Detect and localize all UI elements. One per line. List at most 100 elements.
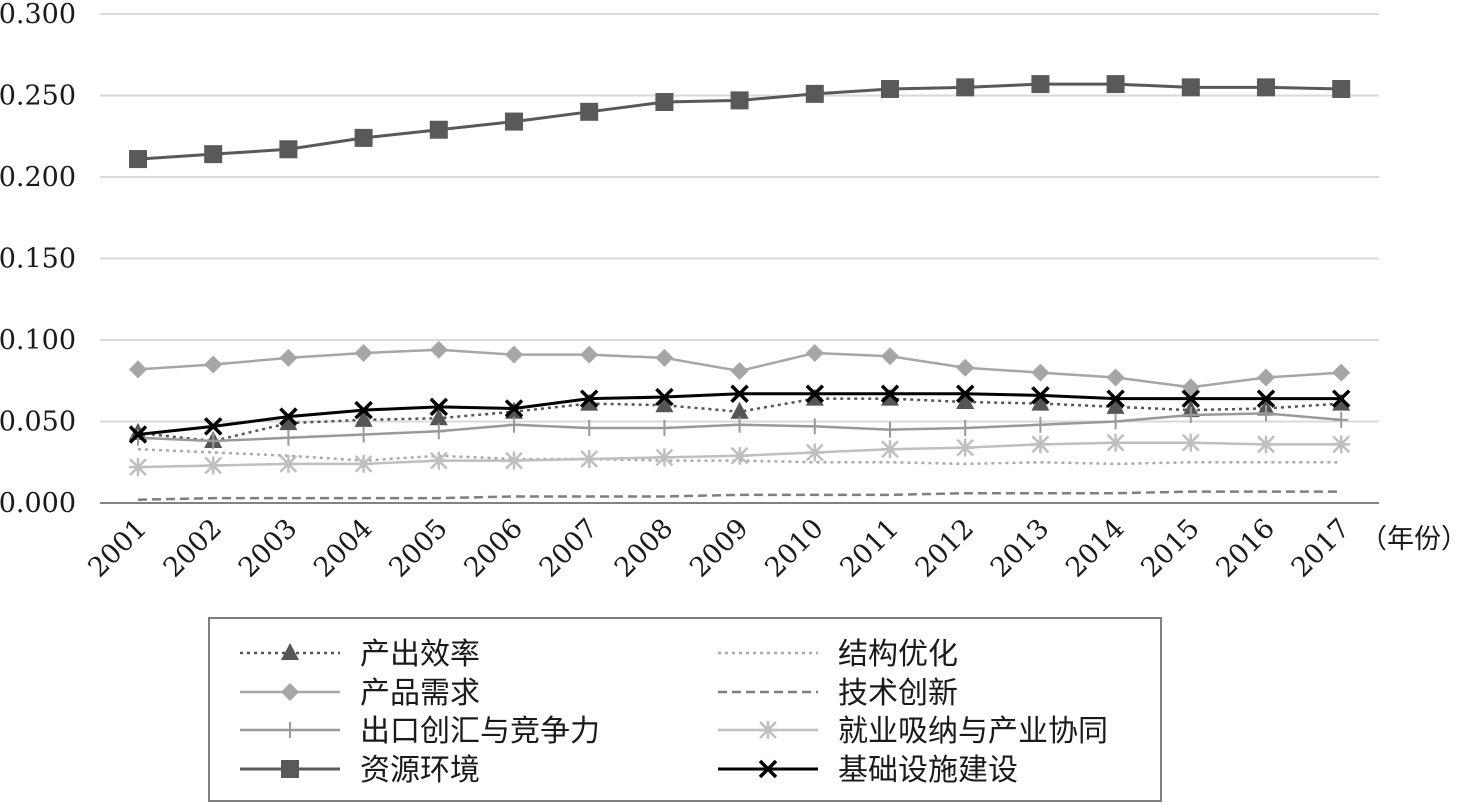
data-point [354,454,373,473]
data-point [1106,368,1125,387]
data-point [354,344,373,363]
data-point [881,440,899,459]
series-layer [128,75,1351,501]
x-tick-label: 2010 [759,513,830,584]
data-point [429,340,448,359]
data-point [1031,386,1050,405]
series-group [137,490,1342,501]
y-tick-label: 0.100 [0,325,76,356]
legend-label: 出口创汇与竞争力 [360,714,600,749]
y-tick-label: 0.250 [0,81,76,112]
data-point [657,420,672,437]
data-point [883,421,897,438]
series-line [137,490,1342,501]
data-point [730,384,749,404]
data-point [580,345,599,364]
data-point [128,425,148,444]
series-group [131,405,1349,450]
data-point [1181,433,1200,452]
y-tick-label: 0.300 [0,0,76,30]
data-point [279,140,298,159]
series-group [129,433,1351,477]
x-tick-label: 2017 [1286,513,1357,584]
data-point [354,400,373,420]
data-point [730,361,749,380]
data-point [504,399,524,418]
legend-item: 结构优化 [718,637,958,672]
x-tick-label: 2005 [383,513,454,584]
legend-label: 产出效率 [360,637,480,672]
data-point [655,387,674,407]
data-point [1257,435,1275,454]
data-point [129,150,147,169]
data-point [1106,433,1125,452]
data-point [505,451,523,470]
legend-marker [281,683,299,701]
data-point [1106,75,1125,94]
x-tick-label: 2016 [1210,513,1281,584]
data-point [958,420,973,437]
data-point [279,407,298,426]
data-point [730,401,749,419]
data-point [955,384,975,404]
data-point [1031,75,1050,94]
data-point [206,433,221,450]
legend-label: 资源环境 [360,753,480,788]
data-point [356,426,371,443]
x-tick-label: 2011 [834,513,905,584]
data-point [281,429,296,446]
x-tick-label: 2009 [684,513,755,584]
data-point [1031,435,1050,454]
legend-label: 基础设施建设 [838,753,1018,788]
data-point [505,345,523,364]
legend-label: 就业吸纳与产业协同 [838,714,1108,749]
x-axis-unit-label: （年份） [1360,524,1459,555]
data-point [129,458,147,477]
data-point [880,384,900,404]
x-tick-label: 2014 [1060,513,1131,584]
data-point [429,397,449,417]
data-point [582,420,597,437]
data-point [807,418,822,435]
legend-item: 资源环境 [240,753,480,788]
data-point [279,454,298,473]
data-point [1183,406,1198,423]
data-point [805,388,824,406]
legend-item: 产出效率 [240,637,480,672]
data-point [805,384,825,404]
data-point [1334,411,1349,428]
legend-marker [281,643,299,660]
data-point [1331,389,1351,408]
x-tick-label: 2013 [985,513,1056,584]
data-point [204,355,223,374]
data-point [805,84,824,103]
data-point [429,451,448,470]
data-point [956,358,975,377]
y-tick-label: 0.200 [0,162,76,193]
data-point [429,120,448,139]
legend-item: 就业吸纳与产业协同 [718,714,1108,749]
data-point [1031,363,1050,382]
data-point [1106,389,1125,408]
data-point [956,438,975,457]
data-point [580,449,599,468]
data-point [580,102,599,121]
x-tick-label: 2012 [910,513,981,584]
data-point [204,456,223,475]
data-point [507,416,521,433]
data-point [1332,79,1351,98]
data-point [129,360,147,379]
data-point [1108,413,1123,430]
data-point [429,408,448,426]
y-tick-label: 0.050 [0,407,76,438]
data-point [580,393,599,411]
data-point [655,395,674,413]
legend-box [208,617,1162,802]
y-axis-ticks: 0.000 0.050 0.100 0.150 0.200 0.250 0.300 [0,0,76,519]
legend-marker [758,759,778,779]
legend-item: 技术创新 [718,676,958,711]
x-tick-label: 2003 [233,513,304,584]
legend-marker [283,722,297,738]
